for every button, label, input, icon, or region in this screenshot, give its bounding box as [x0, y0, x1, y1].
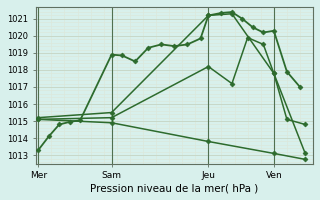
X-axis label: Pression niveau de la mer( hPa ): Pression niveau de la mer( hPa ) [90, 183, 259, 193]
